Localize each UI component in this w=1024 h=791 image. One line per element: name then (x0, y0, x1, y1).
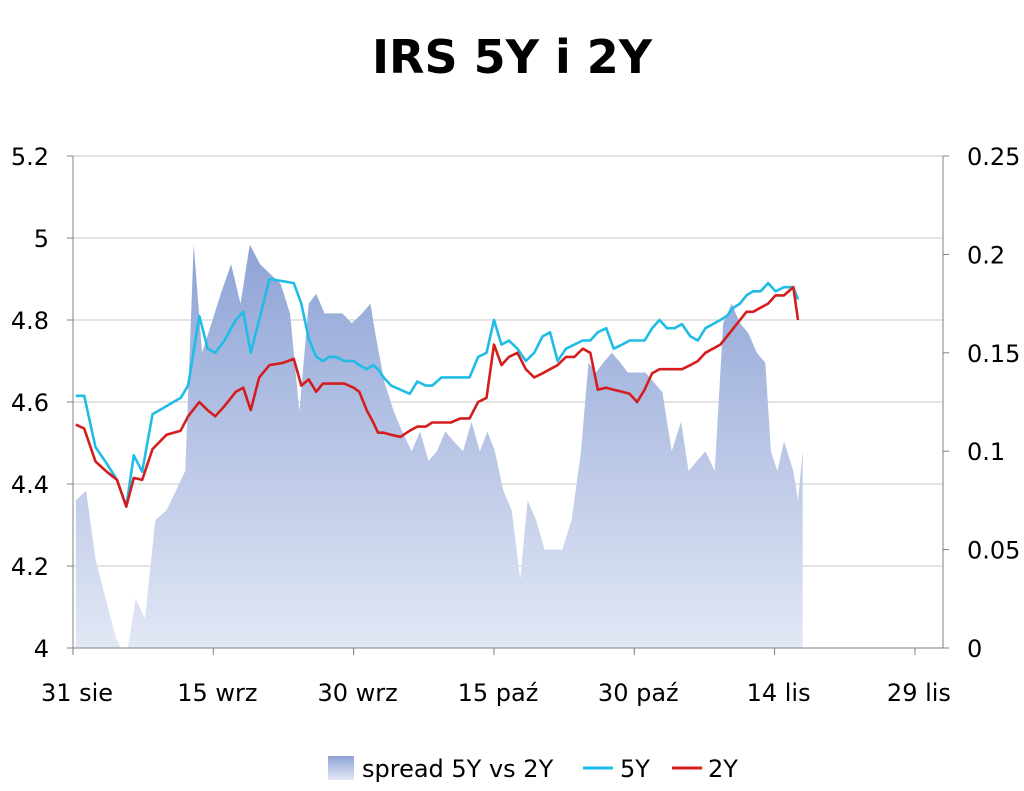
series-layer (75, 244, 803, 648)
x-tick-label: 15 paź (458, 679, 539, 707)
chart-title: IRS 5Y i 2Y (371, 30, 653, 84)
y-left-tick-label: 4.2 (11, 553, 49, 581)
y-left-tick-label: 4.4 (11, 471, 49, 499)
y-left-tick-label: 4 (34, 635, 49, 663)
y-left-tick-label: 4.8 (11, 307, 49, 335)
y-right-tick-label: 0.15 (967, 340, 1020, 368)
x-tick-label: 15 wrz (177, 679, 257, 707)
series-line-5y (75, 277, 800, 508)
y-right-tick-label: 0.1 (967, 438, 1005, 466)
axes (67, 155, 949, 655)
x-tick-label: 29 lis (887, 679, 951, 707)
tick-labels: 5.2 5 4.8 4.6 4.4 4.2 4 0.25 0.2 0.15 0.1 0.05 0 31 s… (11, 143, 1021, 707)
y-left-tick-label: 5 (34, 225, 49, 253)
legend-label-2y: 2Y (708, 755, 738, 783)
y-right-tick-label: 0 (967, 635, 982, 663)
series-line-2y (75, 285, 800, 508)
series-area-spread (75, 244, 803, 648)
x-tick-label: 31 sie (41, 679, 113, 707)
y-left-tick-label: 4.6 (11, 389, 49, 417)
x-tick-label: 14 lis (747, 679, 811, 707)
y-left-tick-label: 5.2 (11, 143, 49, 171)
y-right-tick-label: 0.05 (967, 537, 1020, 565)
legend-label-spread: spread 5Y vs 2Y (362, 755, 554, 783)
x-tick-label: 30 paź (598, 679, 679, 707)
legend-label-5y: 5Y (620, 755, 650, 783)
legend: spread 5Y vs 2Y 5Y 2Y (328, 755, 738, 783)
legend-swatch-spread (328, 756, 354, 780)
x-tick-label: 30 wrz (318, 679, 398, 707)
y-right-tick-label: 0.25 (967, 143, 1020, 171)
y-right-tick-label: 0.2 (967, 241, 1005, 269)
